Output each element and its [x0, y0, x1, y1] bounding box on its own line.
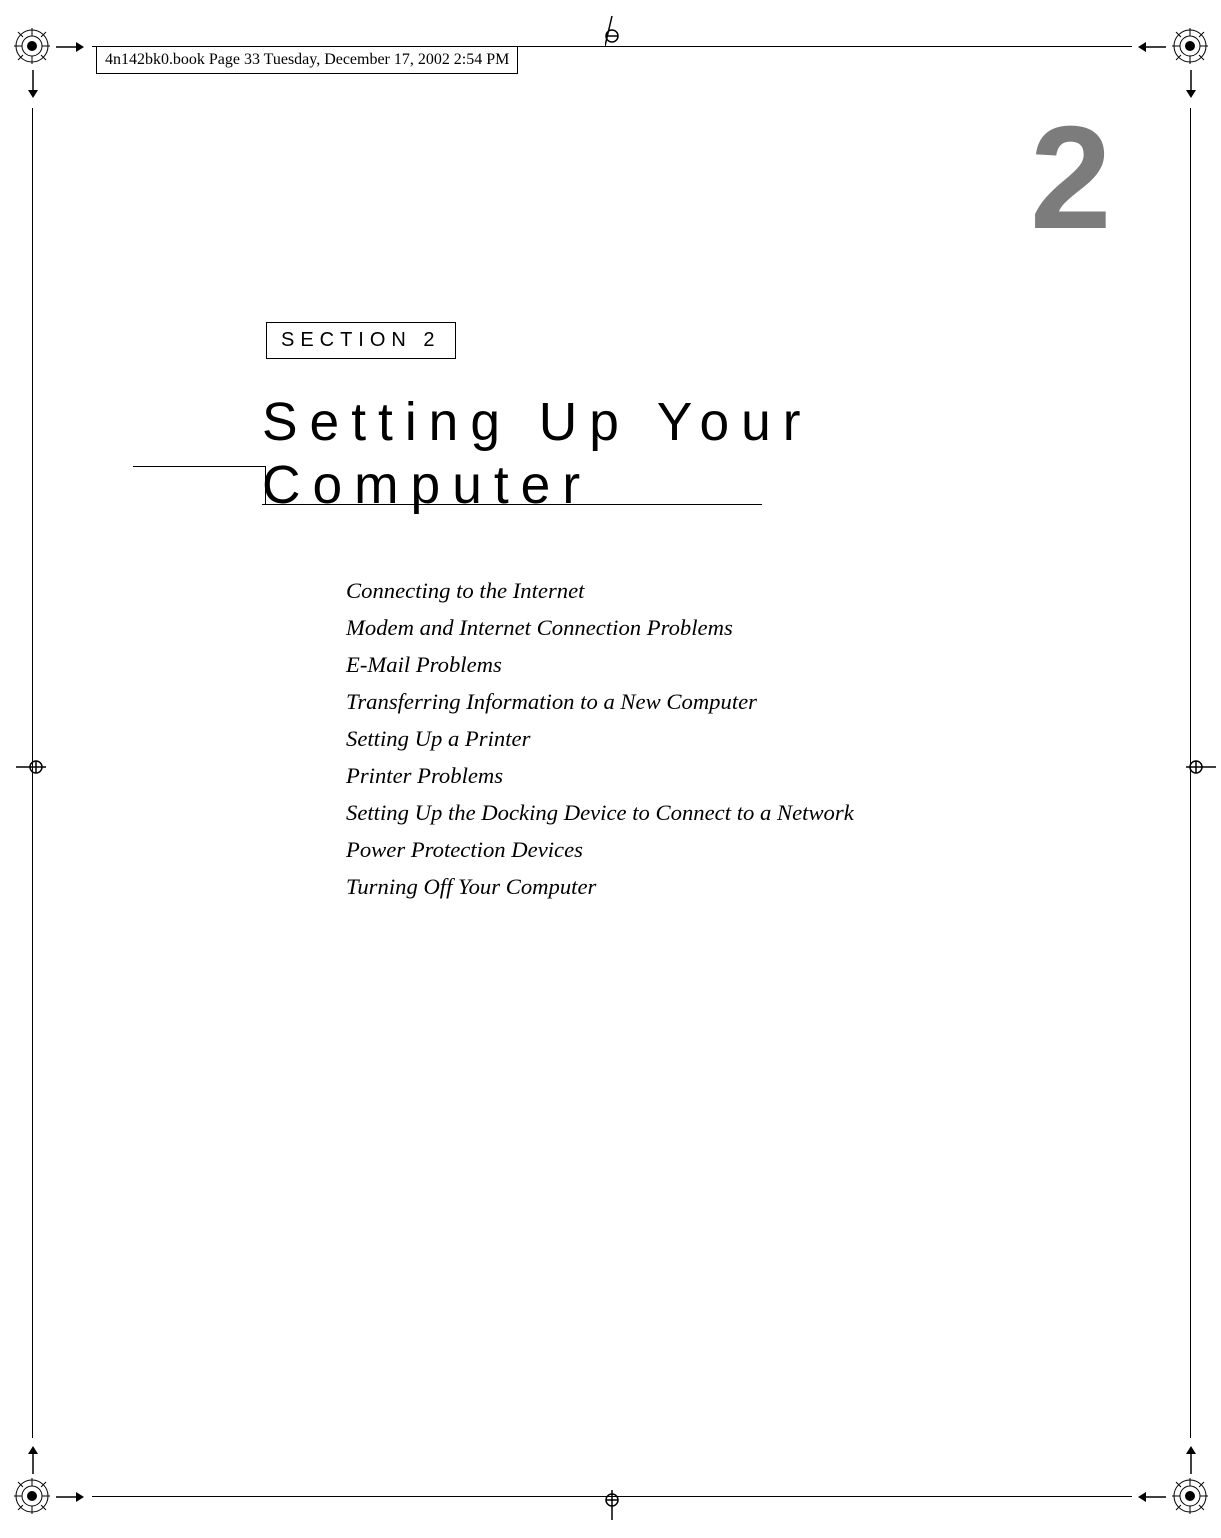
toc-item: Setting Up a Printer: [346, 720, 854, 757]
toc-item: Power Protection Devices: [346, 831, 854, 868]
registration-target-tl: [14, 28, 50, 64]
registration-target-tr: [1172, 28, 1208, 64]
toc-item: Turning Off Your Computer: [346, 868, 854, 905]
crop-tick: [56, 40, 84, 59]
section-title-line2: Computer: [262, 455, 813, 518]
toc-list: Connecting to the InternetModem and Inte…: [346, 572, 854, 905]
chapter-number: 2: [1030, 94, 1112, 263]
title-rule-top: [133, 466, 265, 467]
crop-tick: [605, 6, 619, 51]
toc-item: Printer Problems: [346, 757, 854, 794]
running-head-text: 4n142bk0.book Page 33 Tuesday, December …: [96, 46, 518, 74]
crop-tick: [56, 1490, 84, 1509]
registration-target-br: [1172, 1478, 1208, 1514]
crop-tick: [605, 1490, 619, 1535]
crop-tick: [1138, 1490, 1166, 1509]
section-title: Setting Up Your Computer: [262, 392, 813, 518]
section-title-line1: Setting Up Your: [262, 392, 813, 455]
crop-tick: [6, 760, 46, 779]
crop-tick: [26, 1446, 40, 1479]
toc-item: Setting Up the Docking Device to Connect…: [346, 794, 854, 831]
registration-target-bl: [14, 1478, 50, 1514]
crop-tick: [1184, 1446, 1198, 1479]
section-label: SECTION 2: [266, 322, 456, 359]
toc-item: E-Mail Problems: [346, 646, 854, 683]
running-head: 4n142bk0.book Page 33 Tuesday, December …: [96, 46, 518, 74]
crop-tick: [1138, 40, 1166, 59]
crop-tick: [26, 70, 40, 103]
toc-item: Modem and Internet Connection Problems: [346, 609, 854, 646]
crop-tick: [1186, 760, 1221, 779]
toc-item: Transferring Information to a New Comput…: [346, 683, 854, 720]
toc-item: Connecting to the Internet: [346, 572, 854, 609]
crop-tick: [1184, 70, 1198, 103]
